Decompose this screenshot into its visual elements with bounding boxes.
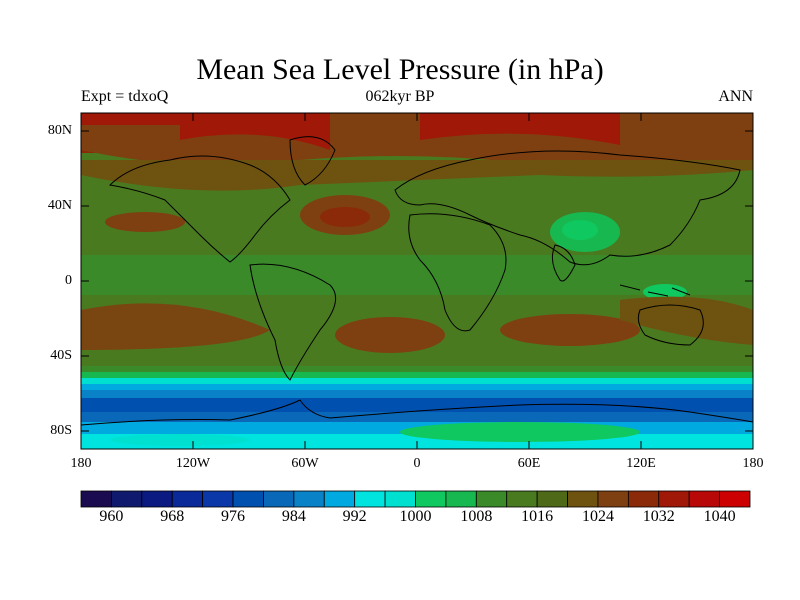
coastlines <box>81 136 753 426</box>
colorbar-label: 1016 <box>521 508 554 525</box>
colorbar-label: 1024 <box>581 508 614 525</box>
colorbar-label: 960 <box>99 508 124 525</box>
colorbar-swatch <box>567 490 599 508</box>
colorbar <box>80 490 751 508</box>
lat-label-80s: 80S <box>50 423 72 438</box>
colorbar-label: 1032 <box>642 508 675 525</box>
colorbar-swatch <box>202 490 234 508</box>
colorbar-label: 1008 <box>460 508 493 525</box>
season-label: ANN <box>718 88 753 105</box>
lon-label-60w: 60W <box>291 456 319 471</box>
map-title: Mean Sea Level Pressure (in hPa) <box>196 53 604 86</box>
experiment-label: Expt = tdxoQ <box>81 88 169 105</box>
colorbar-swatch <box>323 490 356 508</box>
colorbar-swatch <box>415 490 447 508</box>
pressure-field <box>81 113 753 449</box>
colorbar-swatch <box>141 490 173 508</box>
colorbar-swatch <box>354 490 386 508</box>
lat-label-40n: 40N <box>47 198 72 213</box>
colorbar-label: 992 <box>342 508 367 525</box>
colorbar-swatch <box>719 490 751 508</box>
colorbar-swatch <box>293 490 325 508</box>
colorbar-swatch <box>232 490 264 508</box>
colorbar-swatch <box>536 490 568 508</box>
colorbar-label: 984 <box>281 508 306 525</box>
lat-label-80n: 80N <box>47 123 72 138</box>
colorbar-swatch <box>445 490 477 508</box>
colorbar-swatch <box>688 490 720 508</box>
colorbar-swatch <box>384 490 416 508</box>
colorbar-swatch <box>475 490 508 508</box>
colorbar-swatch <box>658 490 690 508</box>
colorbar-swatch <box>263 490 295 508</box>
colorbar-label: 1000 <box>399 508 432 525</box>
colorbar-swatch <box>597 490 629 508</box>
time-label: 062kyr BP <box>365 88 435 105</box>
colorbar-swatch <box>111 490 143 508</box>
colorbar-swatch <box>627 490 660 508</box>
lon-label-60e: 60E <box>517 456 541 471</box>
lon-label-180e: 180 <box>742 456 764 471</box>
lon-label-180w: 180 <box>70 456 92 471</box>
colorbar-label: 1040 <box>703 508 736 525</box>
lat-label-0: 0 <box>65 273 72 288</box>
colorbar-swatch <box>80 490 112 508</box>
colorbar-label: 968 <box>160 508 185 525</box>
colorbar-label: 976 <box>221 508 246 525</box>
colorbar-swatch <box>506 490 538 508</box>
lon-label-0: 0 <box>413 456 421 471</box>
lon-label-120e: 120E <box>626 456 656 471</box>
lon-label-120w: 120W <box>175 456 211 471</box>
colorbar-swatch <box>171 490 204 508</box>
lat-label-40s: 40S <box>50 348 72 363</box>
